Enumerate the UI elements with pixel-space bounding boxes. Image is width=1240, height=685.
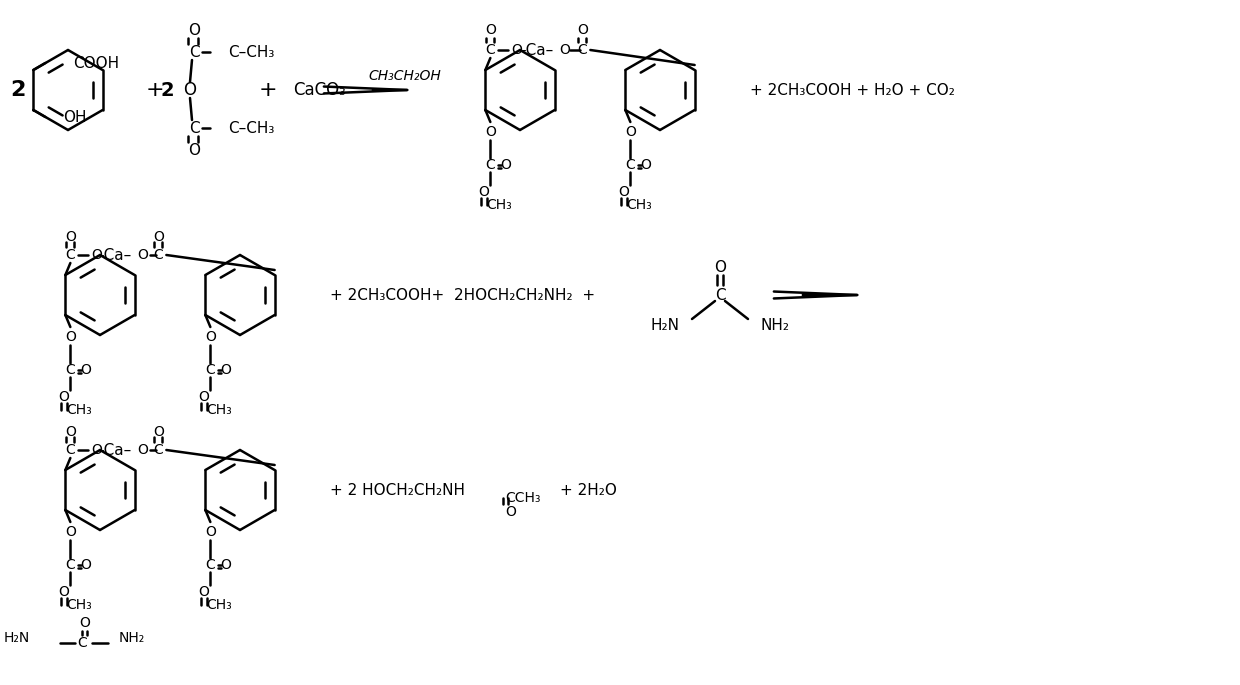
Text: C: C xyxy=(66,363,76,377)
Text: O: O xyxy=(618,185,629,199)
Text: O: O xyxy=(136,443,148,457)
Text: O: O xyxy=(153,230,164,244)
Text: O: O xyxy=(136,248,148,262)
Text: O: O xyxy=(79,363,91,377)
Text: C: C xyxy=(77,636,87,650)
Text: C: C xyxy=(625,158,635,172)
Text: +: + xyxy=(259,80,278,100)
Text: O: O xyxy=(511,43,522,57)
Text: C: C xyxy=(66,248,76,262)
Text: + 2 HOCH₂CH₂NH: + 2 HOCH₂CH₂NH xyxy=(330,482,465,497)
Text: NH₂: NH₂ xyxy=(760,318,789,332)
Text: O: O xyxy=(219,558,231,572)
Text: H₂N: H₂N xyxy=(651,318,680,332)
Text: + 2CH₃COOH + H₂O + CO₂: + 2CH₃COOH + H₂O + CO₂ xyxy=(750,82,955,97)
Text: C: C xyxy=(154,248,164,262)
Text: O: O xyxy=(64,230,76,244)
Text: C: C xyxy=(154,443,164,457)
Text: O: O xyxy=(477,185,489,199)
Text: O: O xyxy=(640,158,651,172)
Text: O: O xyxy=(714,260,725,275)
Text: O: O xyxy=(205,525,216,539)
Text: H₂N: H₂N xyxy=(4,631,30,645)
Text: O: O xyxy=(58,585,68,599)
Text: O: O xyxy=(188,23,200,38)
Text: C–CH₃: C–CH₃ xyxy=(228,45,274,60)
Text: O: O xyxy=(79,616,89,630)
Text: O: O xyxy=(64,330,76,344)
Text: O: O xyxy=(198,585,208,599)
Text: O: O xyxy=(625,125,636,139)
Text: NH₂: NH₂ xyxy=(118,631,145,645)
Text: CH₃: CH₃ xyxy=(486,198,512,212)
Text: 2: 2 xyxy=(10,80,26,100)
Text: O: O xyxy=(500,158,511,172)
Text: –Ca–: –Ca– xyxy=(97,443,131,458)
Text: C: C xyxy=(66,443,76,457)
Text: –Ca–: –Ca– xyxy=(97,247,131,262)
Text: O: O xyxy=(58,390,68,404)
Text: C: C xyxy=(578,43,588,57)
Text: 2: 2 xyxy=(160,81,174,99)
Text: C: C xyxy=(486,158,495,172)
Text: CH₃CH₂OH: CH₃CH₂OH xyxy=(368,69,441,83)
Text: CCH₃: CCH₃ xyxy=(505,491,541,505)
Text: CH₃: CH₃ xyxy=(207,403,232,417)
Text: COOH: COOH xyxy=(73,55,119,71)
Text: + 2H₂O: + 2H₂O xyxy=(560,482,616,497)
Text: O: O xyxy=(485,23,496,37)
Text: O: O xyxy=(198,390,208,404)
Text: C: C xyxy=(206,558,216,572)
Text: O: O xyxy=(577,23,588,37)
Text: O: O xyxy=(153,425,164,439)
Text: O: O xyxy=(219,363,231,377)
Text: O: O xyxy=(91,248,102,262)
Text: CH₃: CH₃ xyxy=(626,198,652,212)
Text: O: O xyxy=(64,425,76,439)
Text: O: O xyxy=(91,443,102,457)
Text: C: C xyxy=(206,363,216,377)
Text: O: O xyxy=(184,81,196,99)
Text: O: O xyxy=(485,125,496,139)
Text: C: C xyxy=(486,43,495,57)
Text: CH₃: CH₃ xyxy=(67,598,92,612)
Text: O: O xyxy=(188,142,200,158)
Text: OH: OH xyxy=(63,110,87,125)
Text: O: O xyxy=(559,43,570,57)
Text: C–CH₃: C–CH₃ xyxy=(228,121,274,136)
Text: +: + xyxy=(145,80,165,100)
Text: CH₃: CH₃ xyxy=(207,598,232,612)
Text: O: O xyxy=(64,525,76,539)
Text: + 2CH₃COOH+  2HOCH₂CH₂NH₂  +: + 2CH₃COOH+ 2HOCH₂CH₂NH₂ + xyxy=(330,288,595,303)
Text: C: C xyxy=(66,558,76,572)
Text: CH₃: CH₃ xyxy=(67,403,92,417)
Text: C: C xyxy=(188,45,200,60)
Text: O: O xyxy=(505,505,516,519)
Text: CaCO₃: CaCO₃ xyxy=(294,81,346,99)
Text: O: O xyxy=(205,330,216,344)
Text: C: C xyxy=(714,288,725,303)
Text: C: C xyxy=(188,121,200,136)
Text: O: O xyxy=(79,558,91,572)
Text: –Ca–: –Ca– xyxy=(518,42,554,58)
